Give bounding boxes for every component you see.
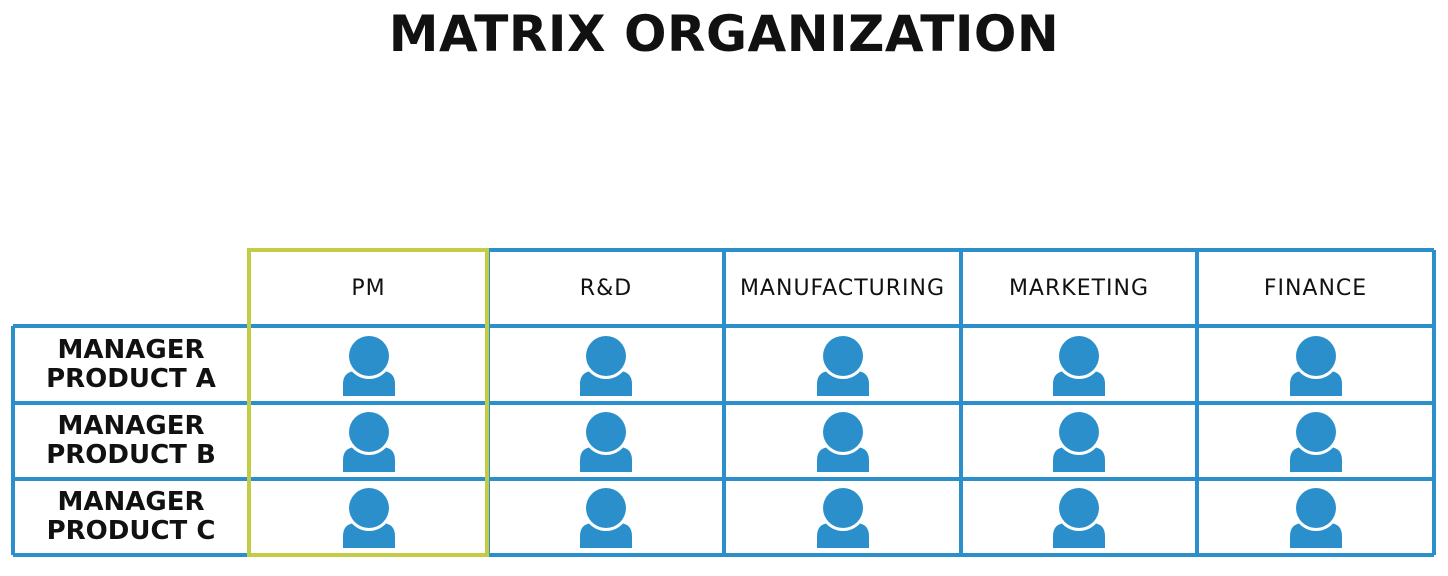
matrix-cell xyxy=(1197,403,1434,479)
matrix-cell xyxy=(961,479,1197,555)
person-icon xyxy=(1053,486,1105,548)
person-icon xyxy=(342,486,395,548)
matrix-cell xyxy=(1197,326,1434,403)
person-icon xyxy=(1053,333,1105,396)
person-icon xyxy=(342,333,395,396)
person-icon xyxy=(1289,486,1342,548)
matrix-cell xyxy=(961,326,1197,403)
matrix-cell xyxy=(249,479,488,555)
matrix-cell xyxy=(488,326,724,403)
row-header-line1: MANAGER xyxy=(57,487,205,517)
person-icon xyxy=(1289,410,1342,472)
matrix-cell xyxy=(961,403,1197,479)
person-icon xyxy=(580,333,632,396)
row-header: MANAGER PRODUCT A xyxy=(13,326,249,403)
matrix-cell xyxy=(488,479,724,555)
column-header: PM xyxy=(351,275,386,301)
person-icon xyxy=(1289,333,1342,396)
row-header-line1: MANAGER xyxy=(57,334,205,365)
matrix-cell xyxy=(724,479,961,555)
matrix-cell xyxy=(249,403,488,479)
matrix-cell xyxy=(724,403,961,479)
column-header: R&D xyxy=(579,275,633,301)
column-header: MARKETING xyxy=(1008,275,1150,301)
person-icon xyxy=(816,333,869,396)
person-icon xyxy=(580,410,632,472)
person-icon xyxy=(816,410,869,472)
row-header-line2: PRODUCT C xyxy=(46,516,216,546)
matrix-cell xyxy=(1197,479,1434,555)
person-icon xyxy=(580,486,632,548)
person-icon xyxy=(342,410,395,472)
row-header-line2: PRODUCT A xyxy=(46,363,216,394)
row-header-line2: PRODUCT B xyxy=(46,440,216,470)
row-header: MANAGER PRODUCT C xyxy=(13,479,249,555)
row-header-line1: MANAGER xyxy=(57,411,205,441)
row-header: MANAGER PRODUCT B xyxy=(13,403,249,479)
matrix-cell xyxy=(488,403,724,479)
column-header: MANUFACTURING xyxy=(739,275,946,301)
column-header: FINANCE xyxy=(1263,275,1368,301)
diagram-title: MATRIX ORGANIZATION xyxy=(388,5,1060,63)
person-icon xyxy=(816,486,869,548)
person-icon xyxy=(1053,410,1105,472)
matrix-cell xyxy=(249,326,488,403)
matrix-cell xyxy=(724,326,961,403)
